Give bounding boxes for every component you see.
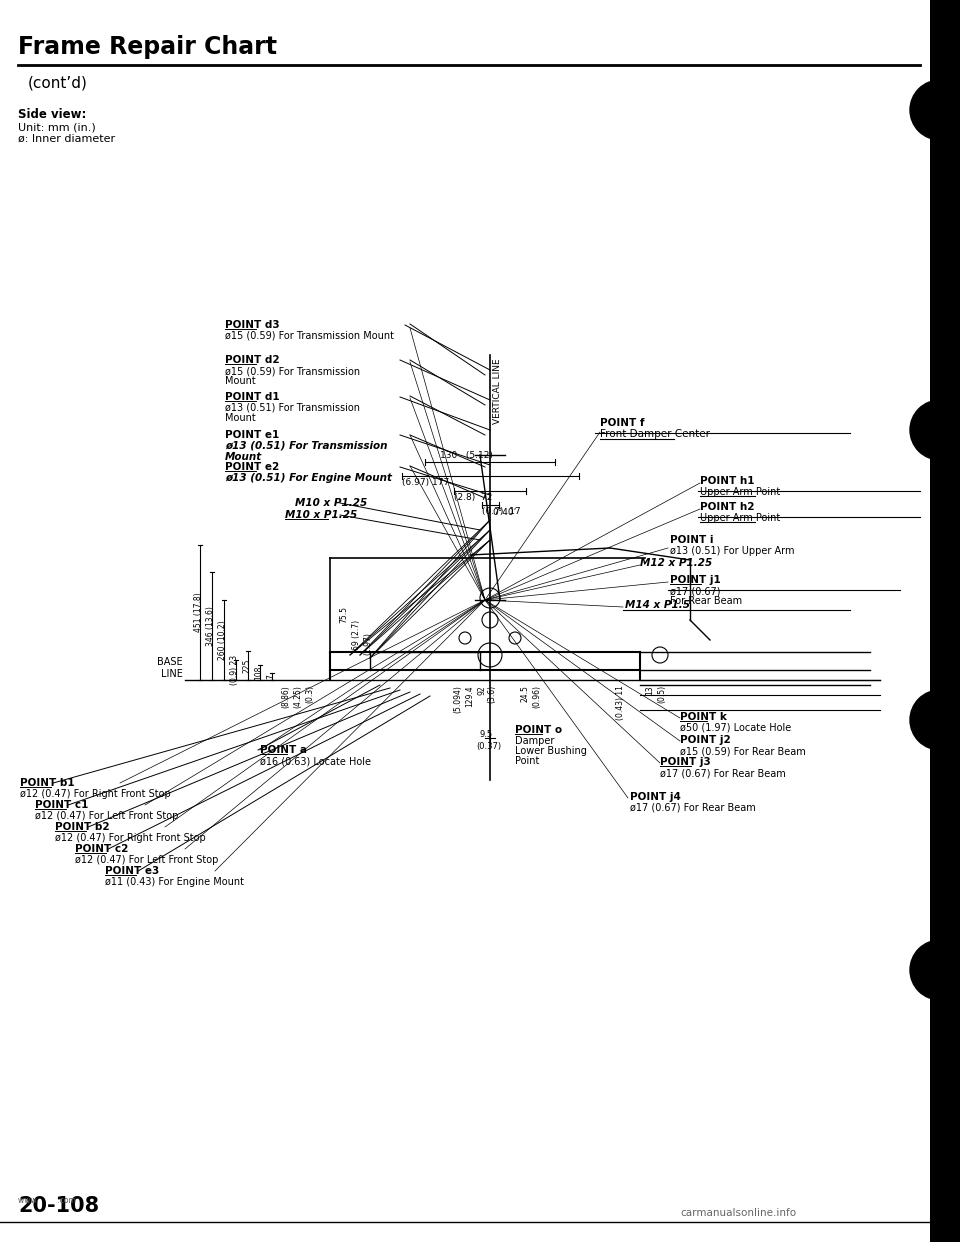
Text: POINT i: POINT i	[670, 535, 713, 545]
Text: POINT j1: POINT j1	[670, 575, 721, 585]
Text: Point: Point	[515, 756, 540, 766]
Text: POINT a: POINT a	[260, 745, 307, 755]
Text: POINT o: POINT o	[515, 725, 563, 735]
Text: POINT e2: POINT e2	[225, 462, 279, 472]
Text: Upper Arm Point: Upper Arm Point	[700, 487, 780, 497]
Text: ø50 (1.97) Locate Hole: ø50 (1.97) Locate Hole	[680, 723, 791, 733]
Text: POINT b2: POINT b2	[55, 822, 109, 832]
Circle shape	[910, 691, 960, 750]
Text: Unit: mm (in.): Unit: mm (in.)	[18, 122, 96, 132]
Text: (2.97): (2.97)	[364, 632, 372, 655]
Text: Lower Bushing: Lower Bushing	[515, 746, 587, 756]
Text: 24.5: 24.5	[520, 686, 530, 702]
Text: ø17 (0.67) For Rear Beam: ø17 (0.67) For Rear Beam	[660, 768, 785, 777]
Text: Mount: Mount	[225, 376, 255, 386]
Text: 69 (2.7): 69 (2.7)	[351, 620, 361, 650]
Text: POINT b1: POINT b1	[20, 777, 75, 787]
Text: (6.97) 177: (6.97) 177	[402, 478, 449, 487]
Text: (4.25): (4.25)	[294, 686, 302, 708]
Text: www.        .com: www. .com	[18, 1196, 76, 1205]
Text: POINT j4: POINT j4	[630, 792, 681, 802]
Text: (0.5): (0.5)	[658, 686, 666, 703]
Text: (0.9) 23: (0.9) 23	[230, 655, 239, 686]
Circle shape	[910, 400, 960, 460]
Text: (0.3): (0.3)	[305, 686, 315, 703]
Text: POINT f: POINT f	[600, 419, 644, 428]
Text: M10 x P1.25: M10 x P1.25	[285, 510, 357, 520]
Text: (0.96): (0.96)	[533, 686, 541, 708]
Circle shape	[910, 940, 960, 1000]
Bar	[930, 0, 960, 1242]
Text: M14 x P1.5: M14 x P1.5	[625, 600, 690, 610]
Text: (0.37): (0.37)	[476, 741, 501, 751]
Text: 92: 92	[477, 686, 487, 694]
Text: POINT j3: POINT j3	[660, 758, 710, 768]
Text: BASE
LINE: BASE LINE	[157, 657, 183, 679]
Text: ø16 (0.63) Locate Hole: ø16 (0.63) Locate Hole	[260, 756, 371, 766]
Text: POINT c2: POINT c2	[75, 845, 129, 854]
Text: ø13 (0.51) For Transmission: ø13 (0.51) For Transmission	[225, 402, 360, 414]
Text: (cont’d): (cont’d)	[28, 75, 88, 89]
Text: POINT e3: POINT e3	[105, 866, 159, 876]
Text: POINT d1: POINT d1	[225, 392, 279, 402]
Text: 13: 13	[645, 686, 655, 694]
Text: 7: 7	[267, 674, 276, 679]
Circle shape	[910, 79, 960, 140]
Text: POINT c1: POINT c1	[35, 800, 88, 810]
Text: POINT d3: POINT d3	[225, 320, 279, 330]
Text: ø17 (0.67) For Rear Beam: ø17 (0.67) For Rear Beam	[630, 804, 756, 814]
Text: 0°40’: 0°40’	[492, 508, 516, 517]
Text: ø13 (0.51) For Upper Arm: ø13 (0.51) For Upper Arm	[670, 546, 795, 556]
Text: ø12 (0.47) For Right Front Stop: ø12 (0.47) For Right Front Stop	[20, 789, 171, 799]
Text: ø17 (0.67): ø17 (0.67)	[670, 586, 721, 596]
Text: Mount: Mount	[225, 452, 262, 462]
Text: ø13 (0.51) For Engine Mount: ø13 (0.51) For Engine Mount	[225, 473, 392, 483]
Text: ø13 (0.51) For Transmission: ø13 (0.51) For Transmission	[225, 441, 388, 451]
Text: Side view:: Side view:	[18, 108, 86, 120]
Text: POINT j2: POINT j2	[680, 735, 731, 745]
Text: ø12 (0.47) For Left Front Stop: ø12 (0.47) For Left Front Stop	[75, 854, 218, 864]
Text: POINT h1: POINT h1	[700, 476, 755, 486]
Text: For Rear Beam: For Rear Beam	[670, 596, 742, 606]
Text: Frame Repair Chart: Frame Repair Chart	[18, 35, 277, 60]
Text: 346 (13.6): 346 (13.6)	[206, 606, 215, 646]
Text: ø15 (0.59) For Rear Beam: ø15 (0.59) For Rear Beam	[680, 746, 805, 756]
Text: ø15 (0.59) For Transmission: ø15 (0.59) For Transmission	[225, 366, 360, 376]
Text: Damper: Damper	[515, 737, 554, 746]
Text: ø11 (0.43) For Engine Mount: ø11 (0.43) For Engine Mount	[105, 877, 244, 887]
Text: 451 (17.8): 451 (17.8)	[195, 592, 204, 632]
Text: 225: 225	[243, 658, 252, 673]
Text: 129.4: 129.4	[466, 686, 474, 707]
Text: Front Damper Center: Front Damper Center	[600, 428, 710, 438]
Text: POINT e1: POINT e1	[225, 430, 279, 440]
Text: 20-108: 20-108	[18, 1196, 99, 1216]
Text: POINT h2: POINT h2	[700, 502, 755, 512]
Text: VERTICAL LINE: VERTICAL LINE	[493, 358, 502, 424]
Text: (8.86): (8.86)	[281, 686, 291, 708]
Text: ø12 (0.47) For Right Front Stop: ø12 (0.47) For Right Front Stop	[55, 833, 205, 843]
Text: (3.6): (3.6)	[488, 686, 496, 703]
Text: M10 x P1.25: M10 x P1.25	[295, 498, 368, 508]
Text: ø15 (0.59) For Transmission Mount: ø15 (0.59) For Transmission Mount	[225, 332, 394, 342]
Text: 260 (10.2): 260 (10.2)	[219, 620, 228, 660]
Text: POINT d2: POINT d2	[225, 355, 279, 365]
Text: 130   (5.12): 130 (5.12)	[440, 451, 492, 460]
Text: 108: 108	[254, 666, 263, 679]
Text: Mount: Mount	[225, 414, 255, 424]
Text: M12 x P1.25: M12 x P1.25	[640, 558, 712, 568]
Text: (5.094): (5.094)	[453, 686, 463, 713]
Text: (0.43) 11: (0.43) 11	[615, 686, 625, 720]
Text: 9.5: 9.5	[480, 730, 493, 739]
Text: (0.7)  17: (0.7) 17	[482, 507, 520, 515]
Text: carmanualsonline.info: carmanualsonline.info	[680, 1208, 796, 1218]
Text: Upper Arm Point: Upper Arm Point	[700, 513, 780, 523]
Text: 75.5: 75.5	[340, 606, 348, 623]
Text: POINT k: POINT k	[680, 712, 727, 722]
Text: (2.8)  72: (2.8) 72	[454, 493, 492, 502]
Text: ø: Inner diameter: ø: Inner diameter	[18, 134, 115, 144]
Text: ø12 (0.47) For Left Front Stop: ø12 (0.47) For Left Front Stop	[35, 811, 179, 821]
